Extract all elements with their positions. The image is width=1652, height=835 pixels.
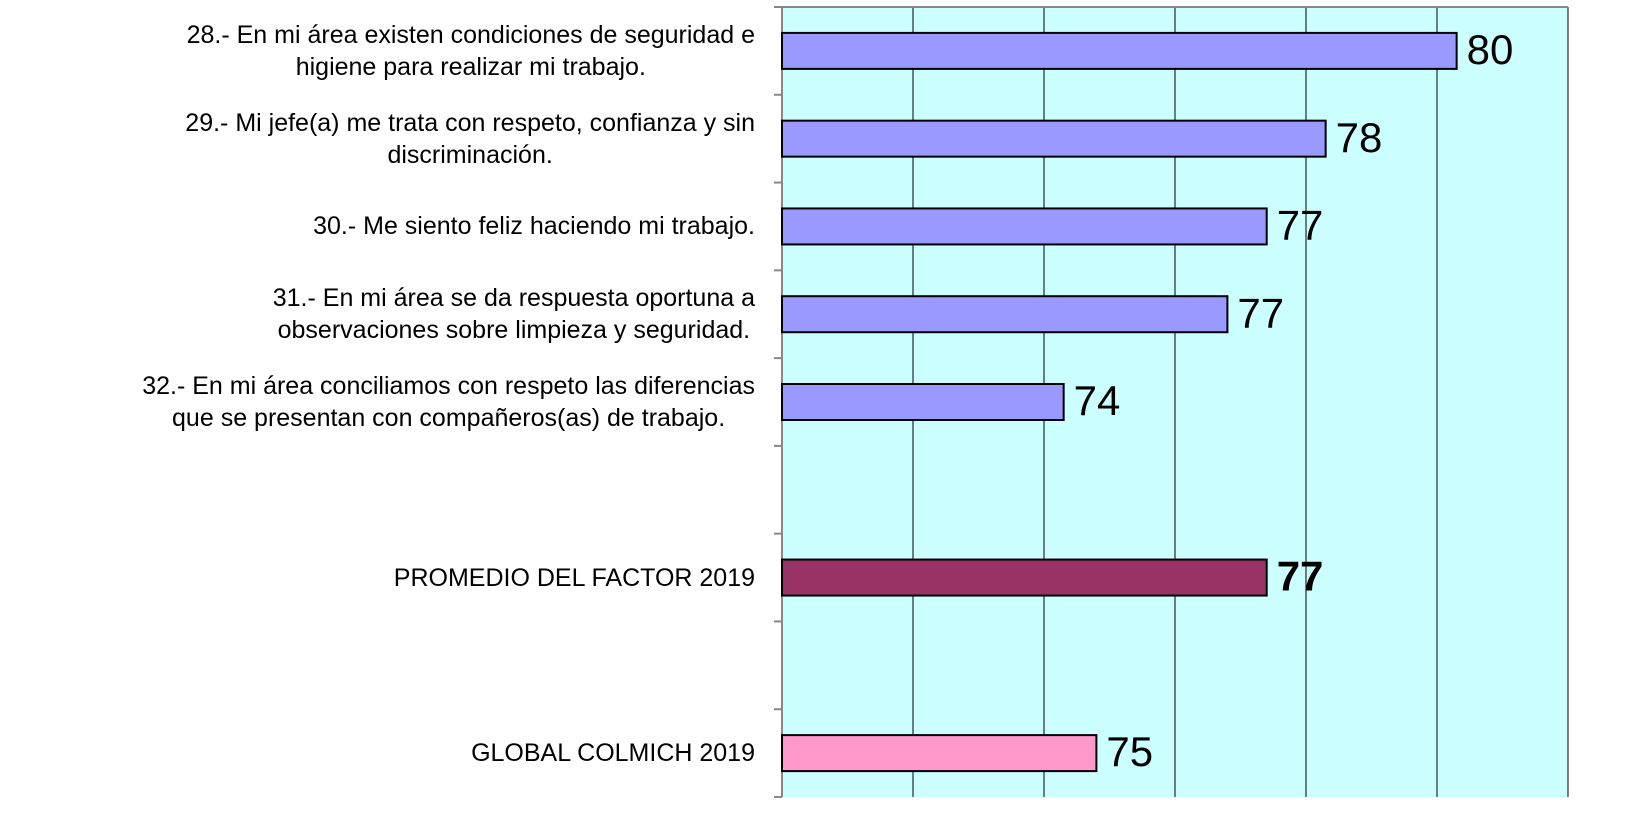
value-label: 77	[1277, 202, 1324, 249]
y-tick-label: 28.- En mi área existen condiciones de s…	[186, 20, 755, 81]
bar	[781, 734, 1098, 773]
bar	[781, 383, 1065, 421]
bar	[781, 119, 1327, 158]
y-tick-label: 29.- Mi jefe(a) me trata con respeto, co…	[185, 108, 755, 169]
y-tick-label: PROMEDIO DEL FACTOR 2019	[393, 563, 755, 592]
value-label: 78	[1336, 114, 1383, 161]
value-label: 75	[1106, 728, 1153, 775]
bar	[781, 295, 1229, 334]
bar	[781, 558, 1268, 597]
y-tick-label: 30.- Me siento feliz haciendo mi trabajo…	[313, 212, 755, 241]
y-tick-label: GLOBAL COLMICH 2019	[471, 739, 755, 768]
bar	[781, 207, 1268, 246]
y-tick-label: 32.- En mi área conciliamos con respeto …	[142, 372, 755, 432]
value-label: 74	[1074, 377, 1121, 424]
value-label: 77	[1277, 553, 1324, 600]
bar	[781, 31, 1458, 70]
y-tick-label: 31.- En mi área se da respuesta oportuna…	[272, 284, 755, 345]
value-label: 77	[1237, 289, 1284, 336]
value-label: 80	[1467, 26, 1514, 73]
